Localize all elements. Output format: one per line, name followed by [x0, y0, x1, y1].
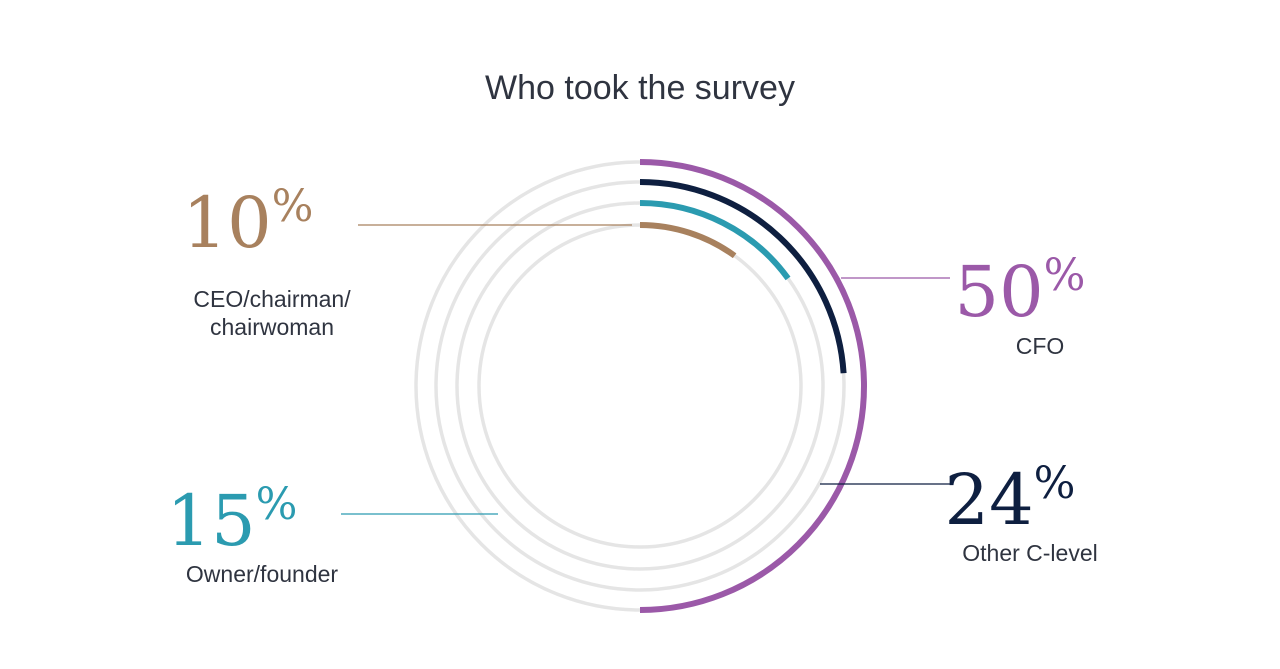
value-labels: 50%CFO 24%Other C-level 15%Owner/founder 10…	[167, 181, 1098, 587]
ring-arc-cfo	[639, 159, 867, 613]
category-label: Other C-level	[962, 540, 1097, 566]
chart-title: Who took the survey	[485, 69, 795, 107]
value-label: 24%	[945, 458, 1076, 541]
ring-arc-owner-founder	[639, 200, 791, 281]
value-label: 50%	[955, 250, 1086, 333]
ring-track	[477, 223, 803, 549]
leader-lines	[341, 224, 950, 515]
category-label: CEO/chairman/	[193, 286, 351, 312]
category-label: Owner/founder	[186, 561, 338, 587]
ring-arc-other-c-level	[639, 179, 847, 374]
value-label: 10%	[183, 181, 314, 264]
value-label: 15%	[167, 479, 298, 562]
category-label: CFO	[1016, 333, 1065, 359]
category-label: chairwoman	[210, 314, 334, 340]
ring-arc-ceo-chairman-chairwoman	[639, 222, 737, 259]
ring-arcs	[639, 159, 867, 613]
